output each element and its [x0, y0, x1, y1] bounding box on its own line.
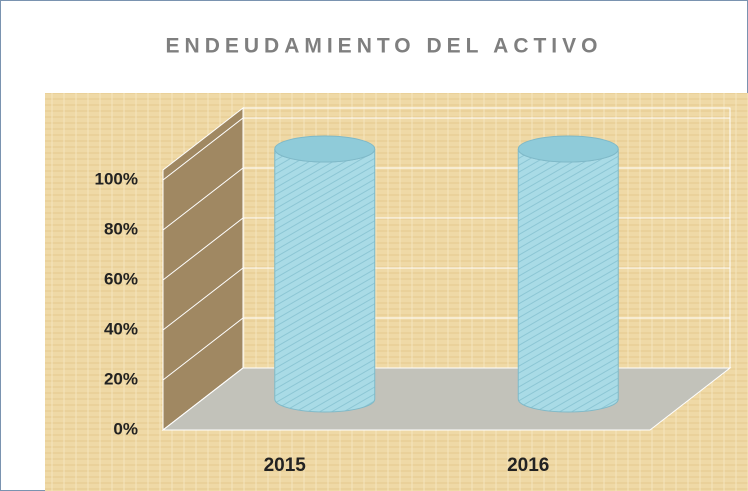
y-tick-label: 60% — [104, 269, 138, 288]
grid-line — [162, 117, 730, 181]
plot-area — [45, 93, 748, 491]
y-tick-label: 0% — [113, 419, 138, 438]
y-tick-label: 100% — [95, 169, 138, 188]
y-tick-label: 80% — [104, 219, 138, 238]
floor — [161, 367, 732, 431]
x-tick-label: 2015 — [264, 455, 307, 476]
x-tick-label: 2016 — [507, 455, 549, 476]
bar-top — [517, 135, 619, 163]
chart-title: ENDEUDAMIENTO DEL ACTIVO — [166, 35, 603, 58]
bar-top — [274, 135, 376, 163]
y-tick-label: 40% — [104, 319, 138, 338]
bar — [517, 148, 619, 413]
y-tick-label: 20% — [104, 369, 138, 388]
bar — [274, 148, 376, 413]
